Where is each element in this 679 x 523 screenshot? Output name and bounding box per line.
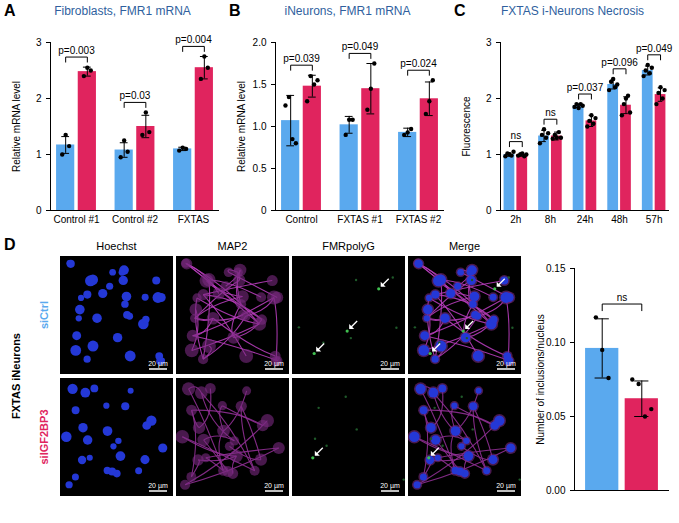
svg-text:p=0.03: p=0.03 [120,90,151,101]
svg-text:20 µm: 20 µm [148,482,168,490]
svg-text:2h: 2h [510,214,521,225]
svg-text:24h: 24h [577,214,594,225]
svg-text:p=0.049: p=0.049 [636,43,673,54]
svg-text:48h: 48h [611,214,628,225]
svg-text:0.05: 0.05 [546,411,566,422]
svg-text:0.5: 0.5 [253,163,267,174]
svg-text:p=0.004: p=0.004 [175,34,212,45]
svg-text:FXTAS: FXTAS [178,214,210,225]
svg-text:0.10: 0.10 [546,337,566,348]
html-text:Fibroblasts, FMR1 mRNA: Fibroblasts, FMR1 mRNA [54,4,191,18]
svg-text:p=0.003: p=0.003 [58,45,95,56]
svg-text:0: 0 [261,205,267,216]
svg-text:0: 0 [486,205,492,216]
svg-text:0.00: 0.00 [546,485,566,496]
html-text:A: A [4,2,16,19]
svg-text:Control #1: Control #1 [53,214,100,225]
svg-text:3: 3 [36,37,42,48]
svg-text:3: 3 [486,37,492,48]
svg-text:20 µm: 20 µm [148,360,168,368]
svg-text:2.0: 2.0 [253,37,267,48]
html-text:iNeurons, FMR1 mRNA: iNeurons, FMR1 mRNA [284,4,411,18]
svg-text:1: 1 [36,149,42,160]
svg-text:FXTAS #1: FXTAS #1 [337,214,383,225]
svg-text:Control #2: Control #2 [112,214,159,225]
svg-text:FXTAS #2: FXTAS #2 [396,214,442,225]
svg-text:p=0.096: p=0.096 [601,57,638,68]
html-text:FXTAS i-Neurons Necrosis: FXTAS i-Neurons Necrosis [500,4,645,18]
svg-text:0.15: 0.15 [546,263,566,274]
svg-text:p=0.024: p=0.024 [400,58,437,69]
svg-text:1.0: 1.0 [253,121,267,132]
svg-text:MAP2: MAP2 [218,240,248,252]
svg-text:1.5: 1.5 [253,79,267,90]
svg-text:p=0.037: p=0.037 [567,82,604,93]
svg-text:0: 0 [36,205,42,216]
svg-text:Merge: Merge [449,240,480,252]
svg-text:siIGF2BP3: siIGF2BP3 [38,409,50,464]
svg-text:Relative mRNA level: Relative mRNA level [236,81,247,172]
svg-text:20 µm: 20 µm [496,360,516,368]
svg-text:ns: ns [511,130,522,141]
svg-text:p=0.039: p=0.039 [283,53,320,64]
svg-text:2: 2 [36,93,42,104]
svg-text:FMRpolyG: FMRpolyG [322,240,375,252]
html-text:C: C [454,2,466,19]
html-text:B: B [229,2,241,19]
svg-text:Fluorescence: Fluorescence [461,96,472,156]
svg-text:Number of inclusions/nucleus: Number of inclusions/nucleus [535,314,546,445]
svg-text:20 µm: 20 µm [496,482,516,490]
svg-text:20 µm: 20 µm [380,360,400,368]
svg-text:ns: ns [617,292,628,303]
svg-text:57h: 57h [646,214,663,225]
svg-text:Control: Control [285,214,317,225]
svg-text:ns: ns [545,107,556,118]
svg-text:Hoechst: Hoechst [96,240,136,252]
svg-text:siCtrl: siCtrl [38,301,50,329]
svg-text:p=0.049: p=0.049 [342,41,379,52]
svg-text:1: 1 [486,149,492,160]
svg-text:Relative mRNA level: Relative mRNA level [11,81,22,172]
svg-text:FXTAS iNeurons: FXTAS iNeurons [10,333,22,419]
html-text:D: D [4,236,16,253]
svg-text:20 µm: 20 µm [380,482,400,490]
svg-text:20 µm: 20 µm [264,482,284,490]
svg-text:20 µm: 20 µm [264,360,284,368]
svg-text:8h: 8h [545,214,556,225]
svg-text:2: 2 [486,93,492,104]
